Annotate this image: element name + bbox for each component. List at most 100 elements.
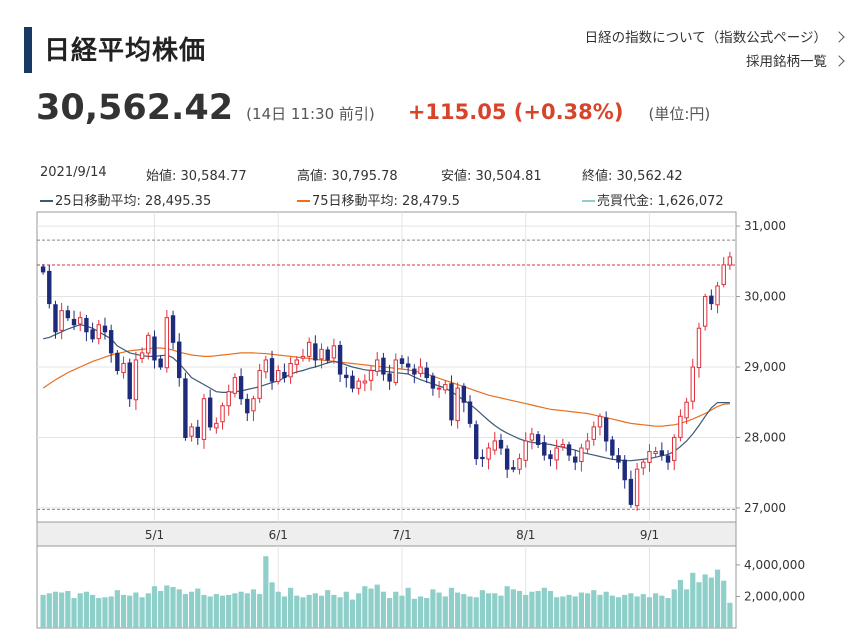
volume-bar — [485, 593, 492, 628]
candle-body — [47, 270, 52, 305]
candle-body — [461, 385, 467, 403]
volume-bar — [356, 593, 362, 628]
candle-body — [684, 401, 689, 419]
candle-body — [504, 448, 510, 470]
candle-body — [412, 368, 417, 375]
volume-bar — [430, 589, 436, 628]
candle-body — [53, 304, 58, 333]
candle-body — [678, 415, 683, 438]
volume-bar — [634, 596, 640, 628]
candle-body — [146, 334, 151, 354]
candle-body — [634, 468, 640, 507]
candle-body — [542, 442, 547, 456]
volume-bar — [170, 587, 176, 628]
index-info-link-label: 日経の指数について（指数公式ページ） — [584, 30, 827, 46]
volume-bar — [417, 596, 424, 628]
volume-bar — [52, 591, 59, 628]
candle-body — [158, 358, 163, 368]
volume-bar — [294, 595, 300, 628]
candle-body — [498, 439, 504, 449]
legend-ma75-label: 75日移動平均: 28,479.5 — [312, 194, 460, 209]
volume-bar — [442, 596, 448, 628]
candle-body — [715, 285, 720, 306]
volume-bar — [461, 594, 467, 628]
volume-bar — [188, 591, 195, 628]
y-tick-label: 27,000 — [744, 501, 786, 515]
candle-body — [40, 266, 46, 273]
volume-bar — [114, 590, 120, 628]
volume-bar — [349, 599, 356, 628]
candle-body — [436, 387, 442, 390]
candle-body — [418, 366, 423, 375]
volume-bar — [677, 579, 684, 628]
volume-bar — [578, 592, 585, 628]
volume-bar — [646, 597, 653, 628]
volume-bar — [529, 591, 535, 628]
volume-bar — [671, 589, 677, 628]
volume-bar — [176, 589, 182, 628]
volume-bar — [473, 597, 479, 628]
volume-bar — [393, 591, 399, 628]
candle-body — [535, 434, 541, 445]
candle-body — [152, 336, 157, 361]
candle-body — [375, 359, 380, 372]
volume-bar — [201, 594, 207, 628]
candle-body — [59, 310, 64, 331]
volume-bar — [325, 590, 331, 628]
candle-body — [548, 454, 553, 460]
candle-body — [573, 456, 578, 463]
volume-bar — [597, 594, 603, 628]
candle-body — [337, 344, 343, 375]
index-info-link[interactable]: 日経の指数について（指数公式ページ） — [585, 26, 846, 50]
candle-body — [517, 458, 522, 470]
candle-body — [300, 355, 306, 359]
candle-body — [449, 383, 454, 421]
volume-bar — [257, 594, 263, 628]
candle-body — [647, 451, 652, 463]
legend-ma75: 75日移動平均: 28,479.5 — [297, 190, 460, 209]
volume-bar — [721, 580, 727, 628]
candle-body — [90, 329, 95, 340]
candle-body — [653, 451, 658, 454]
volume-bar — [250, 589, 257, 628]
volume-bar — [411, 598, 417, 628]
candle-body — [319, 348, 324, 360]
candle-body — [313, 343, 318, 361]
components-link[interactable]: 採用銘柄一覧 — [585, 50, 846, 74]
candle-body — [616, 455, 621, 463]
candle-body — [529, 433, 535, 441]
info-high: 高値: 30,795.78 — [297, 169, 398, 184]
date-axis-band — [36, 521, 737, 547]
candle-body — [133, 359, 139, 401]
candle-body — [195, 426, 200, 438]
volume-bar — [71, 598, 77, 628]
volume-bar — [287, 587, 294, 628]
candle-body — [603, 417, 609, 442]
volume-bar — [145, 593, 151, 628]
volume-bar — [89, 594, 96, 628]
volume-bar — [133, 592, 139, 628]
candle-body — [257, 370, 262, 399]
volume-bar — [281, 596, 288, 628]
x-tick-label: 9/1 — [640, 528, 659, 542]
candle-body — [585, 440, 590, 450]
volume-bar — [424, 598, 430, 628]
info-low: 安値: 30,504.81 — [441, 169, 542, 184]
unit-label: (単位:円) — [648, 105, 711, 123]
volume-bar — [318, 595, 325, 628]
candle-body — [251, 398, 256, 412]
candle-body — [610, 439, 615, 456]
legend-ma25-label: 25日移動平均: 28,495.35 — [55, 194, 212, 209]
volume-bar — [127, 595, 133, 628]
candle-body — [294, 359, 299, 365]
volume-bar — [566, 594, 572, 628]
candle-body — [641, 461, 646, 469]
candle-body — [269, 358, 275, 382]
candle-body — [727, 256, 733, 266]
candle-body — [102, 325, 108, 333]
ma25-line — [42, 324, 730, 462]
volume-bar — [609, 595, 615, 628]
candle-body — [245, 398, 250, 414]
candle-body — [492, 440, 497, 451]
candle-body — [597, 415, 603, 428]
